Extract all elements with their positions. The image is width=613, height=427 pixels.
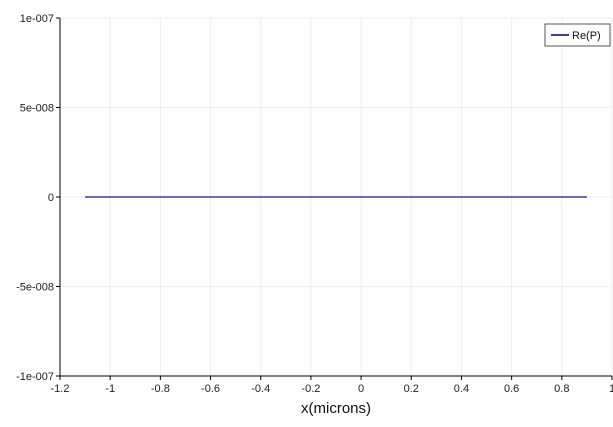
- x-tick-label: -1.2: [51, 383, 70, 395]
- x-tick-label: 0.8: [554, 383, 569, 395]
- x-tick-label: -1: [105, 383, 115, 395]
- x-ticks: -1.2 -1 -0.8 -0.6 -0.4 -0.2 0 0.2 0.4 0.6 0.8 1: [51, 376, 613, 395]
- x-tick-label: 1: [609, 383, 613, 395]
- legend: Re(P): [544, 23, 611, 47]
- x-tick-label: -0.6: [201, 383, 220, 395]
- x-tick-label: -0.4: [251, 383, 270, 395]
- legend-box: [544, 23, 611, 47]
- x-axis-title: x(microns): [301, 400, 371, 417]
- x-tick-label: 0.2: [404, 383, 419, 395]
- y-tick-label: 1e-007: [20, 13, 54, 25]
- y-tick-label: 5e-008: [20, 103, 54, 115]
- x-tick-label: 0: [358, 383, 364, 395]
- y-tick-label: -1e-007: [16, 371, 54, 383]
- x-tick-label: 0.6: [504, 383, 519, 395]
- y-ticks: 1e-007 5e-008 0 -5e-008 -1e-007: [16, 13, 60, 383]
- x-tick-label: 0.4: [454, 383, 469, 395]
- x-tick-label: -0.2: [301, 383, 320, 395]
- x-tick-label: -0.8: [151, 383, 170, 395]
- legend-label: Re(P): [572, 30, 601, 42]
- y-tick-label: -5e-008: [16, 282, 54, 294]
- y-tick-label: 0: [48, 192, 54, 204]
